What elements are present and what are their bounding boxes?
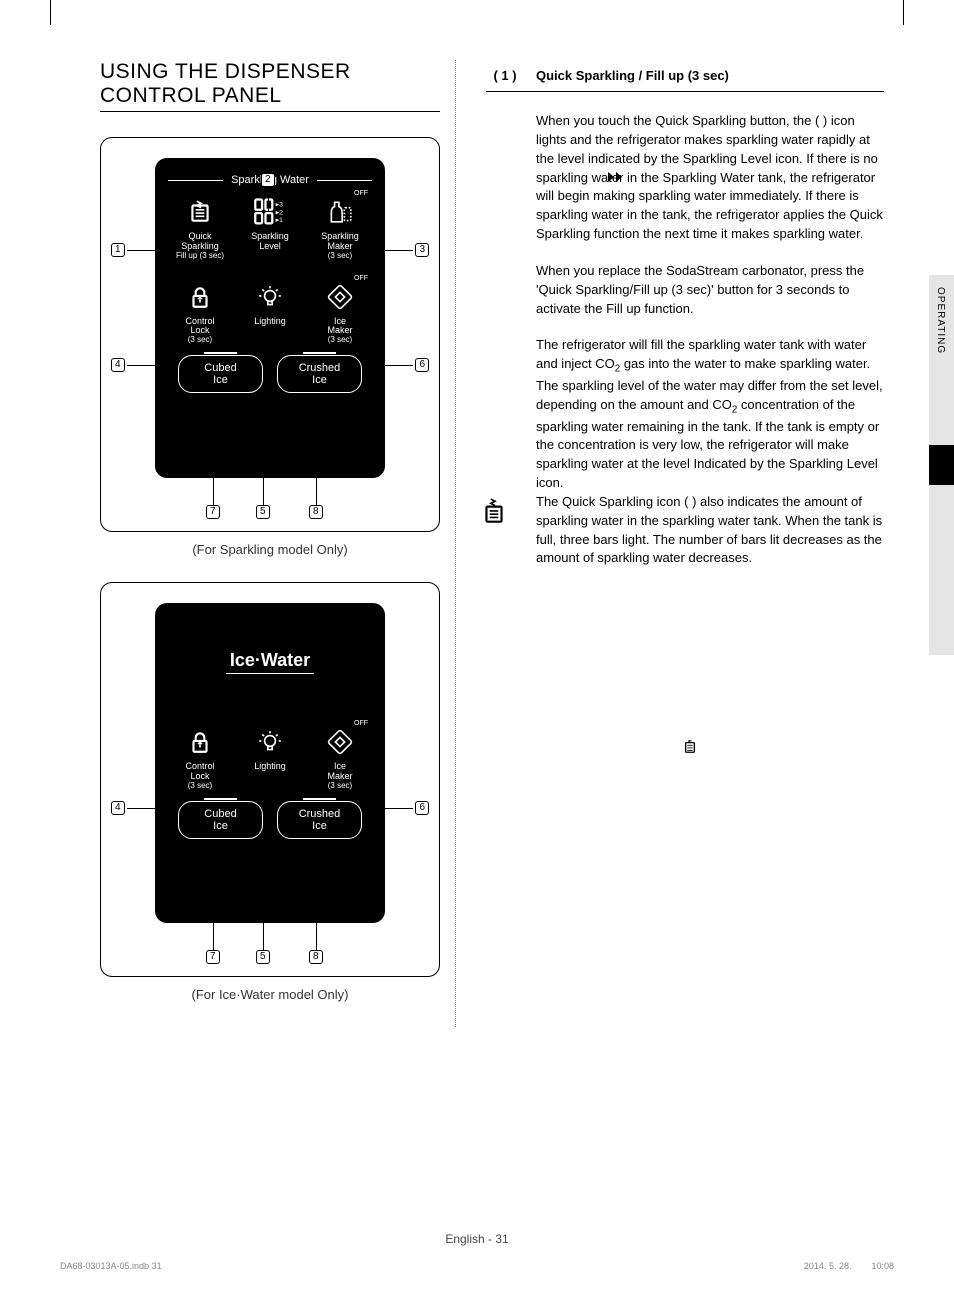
fast-forward-icon [607, 170, 625, 184]
crushed-ice-button-2: Crushed Ice [277, 801, 362, 839]
control-panel-sparkling: Sparkling Water Quick Sparkling Fill up … [155, 158, 385, 478]
right-column: ( 1 ) Quick Sparkling / Fill up (3 sec) … [455, 60, 884, 1027]
callout-1-line [127, 250, 177, 251]
callout-7: 7 [206, 505, 220, 519]
print-time: 10:08 [871, 1261, 894, 1271]
panel1-row1: Quick Sparkling Fill up (3 sec) ▸3▸2▸1 S… [165, 194, 375, 261]
side-tab: OPERATING [929, 275, 954, 655]
ice-maker-cell-2: OFF Ice Maker (3 sec) [306, 724, 374, 791]
sparkling-maker-off: OFF [354, 190, 368, 198]
item1-num: ( 1 ) [486, 68, 524, 83]
callout-5: 5 [256, 505, 270, 519]
cubed-ice-button: Cubed Ice [178, 355, 263, 393]
callout-6b: 6 [415, 801, 429, 815]
callout-2-line [268, 187, 269, 212]
panel-figure-icewater: Ice·Water Control Lock (3 sec) Lighting [100, 582, 440, 977]
callout-6-line [363, 365, 413, 366]
cup-bars-icon [681, 740, 699, 754]
lighting-icon [257, 729, 283, 755]
callout-6: 6 [415, 358, 429, 372]
sparkling-level-icon: ▸3▸2▸1 [253, 195, 287, 229]
ice-sub: (3 sec) [306, 336, 374, 345]
sparkling-maker-icon [327, 199, 353, 225]
callout-8-line [316, 475, 317, 505]
callout-5-line [263, 465, 264, 505]
callout-7-line [213, 475, 214, 505]
item1-p4: The Quick Sparkling icon ( ) also indica… [536, 493, 884, 568]
left-column: USING THE DISPENSER CONTROL PANEL Sparkl… [100, 60, 455, 1027]
ice-maker-cell: OFF Ice Maker (3 sec) [306, 279, 374, 346]
ice-buttons-row-2: Cubed Ice Crushed Ice [165, 801, 375, 839]
page-content: USING THE DISPENSER CONTROL PANEL Sparkl… [100, 60, 884, 1241]
quick-sub: Fill up (3 sec) [166, 252, 234, 261]
callout-3: 3 [415, 243, 429, 257]
panel2-caption: (For Ice·Water model Only) [100, 987, 440, 1002]
crushed-ice-button: Crushed Ice [277, 355, 362, 393]
callout-8: 8 [309, 505, 323, 519]
sparkling-level-cell: ▸3▸2▸1 Sparkling Level [236, 194, 304, 261]
light-l1: Lighting [236, 317, 304, 327]
item1-title: Quick Sparkling / Fill up (3 sec) [536, 68, 729, 83]
lock-sub: (3 sec) [166, 336, 234, 345]
callout-3-line [363, 250, 413, 251]
lock-icon [187, 284, 213, 310]
callout-8b: 8 [309, 950, 323, 964]
svg-text:▸1: ▸1 [276, 217, 283, 224]
lighting-icon [257, 284, 283, 310]
callout-4-line [127, 365, 177, 366]
callout-4b: 4 [111, 801, 125, 815]
print-date: 2014. 5. 28. [804, 1261, 852, 1271]
callout-1: 1 [111, 243, 125, 257]
callout-5b: 5 [256, 950, 270, 964]
cubed-ice-button-2: Cubed Ice [178, 801, 263, 839]
svg-text:▸2: ▸2 [276, 209, 283, 216]
item1-p3: The refrigerator will fill the sparkling… [536, 336, 884, 493]
control-lock-cell: Control Lock (3 sec) [166, 279, 234, 346]
maker-sub: (3 sec) [306, 252, 374, 261]
ice-maker-icon [327, 729, 353, 755]
crop-marks [0, 0, 954, 40]
quick-sparkling-body-icon [481, 498, 507, 531]
quick-sparkling-icon [187, 199, 213, 225]
callout-4: 4 [111, 358, 125, 372]
panel2-row: Control Lock (3 sec) Lighting OFF [165, 724, 375, 791]
panel-figure-sparkling: Sparkling Water Quick Sparkling Fill up … [100, 137, 440, 532]
svg-text:▸3: ▸3 [276, 201, 283, 208]
page-footer: English - 31 [0, 1232, 954, 1246]
control-lock-cell-2: Control Lock (3 sec) [166, 724, 234, 791]
lighting-cell: Lighting [236, 279, 304, 346]
level-l2: Level [236, 242, 304, 252]
control-panel-icewater: Ice·Water Control Lock (3 sec) Lighting [155, 603, 385, 923]
item1-header: ( 1 ) Quick Sparkling / Fill up (3 sec) [486, 60, 884, 92]
callout-2: 2 [261, 173, 275, 187]
panel1-caption: (For Sparkling model Only) [100, 542, 440, 557]
ice-water-label: Ice·Water [226, 650, 314, 674]
ice-maker-off: OFF [354, 275, 368, 283]
item1-p2: When you replace the SodaStream carbonat… [536, 262, 884, 319]
panel1-row2: Control Lock (3 sec) Lighting OFF [165, 279, 375, 346]
ice-buttons-row: Cubed Ice Crushed Ice [165, 355, 375, 393]
print-footer: DA68-03013A-05.indb 31 2014. 5. 28. 10:0… [60, 1261, 894, 1271]
ice-maker-icon [327, 284, 353, 310]
print-file: DA68-03013A-05.indb 31 [60, 1261, 162, 1271]
lighting-cell-2: Lighting [236, 724, 304, 791]
section-title: USING THE DISPENSER CONTROL PANEL [100, 60, 440, 112]
side-tab-label: OPERATING [935, 287, 946, 354]
callout-7b: 7 [206, 950, 220, 964]
lock-icon [187, 729, 213, 755]
item1-p1: When you touch the Quick Sparkling butto… [536, 112, 884, 244]
